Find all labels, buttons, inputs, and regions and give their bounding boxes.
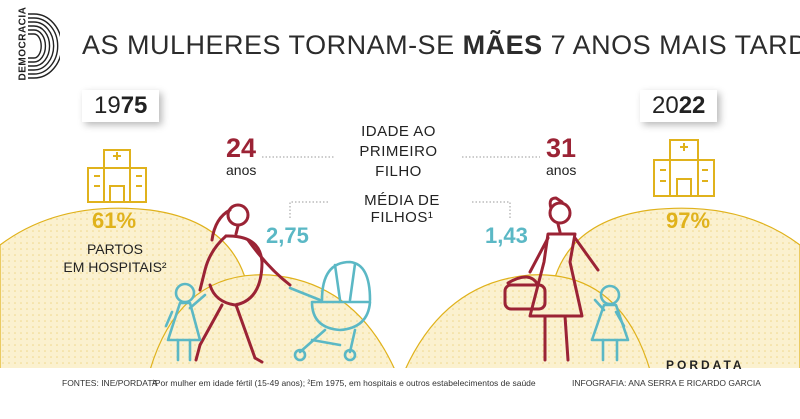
hospital-right-value: 97% <box>666 208 711 233</box>
age-right-unit: anos <box>546 162 577 178</box>
age-left-unit: anos <box>226 162 257 178</box>
footer-sources: FONTES: INE/PORDATA <box>62 378 158 388</box>
pordata-logo: PORDATA <box>666 358 745 372</box>
age-label-line2: PRIMEIRO FILHO <box>359 143 438 180</box>
year-left-suffix: 75 <box>120 92 148 119</box>
footer-credits: INFOGRAFIA: ANA SERRA E RICARDO GARCIA <box>572 378 761 388</box>
hospital-label-line2: EM HOSPITAIS² <box>63 259 167 275</box>
hospital-icon-left <box>87 149 147 203</box>
footer-notes: ¹Por mulher em idade fértil (15-49 anos)… <box>152 378 536 388</box>
hospital-icon-right <box>653 139 715 197</box>
children-right-value: 1,43 <box>485 223 528 248</box>
children-left-value: 2,75 <box>266 223 309 248</box>
mother-2022-icon <box>503 196 600 362</box>
age-label-line1: IDADE AO <box>361 123 436 140</box>
democracia-logo: DEMOCRACIA <box>12 6 60 81</box>
democracia-logo-text: DEMOCRACIA <box>17 6 29 81</box>
democracia-logo-icon <box>28 13 60 79</box>
right-hill-front <box>404 274 651 371</box>
year-right-prefix: 20 <box>652 92 679 119</box>
title-post: 7 ANOS MAIS TARDE <box>542 30 800 60</box>
hospital-label-line1: PARTOS <box>86 241 144 257</box>
year-badge-right: 2022 <box>640 90 718 122</box>
page-title: AS MULHERES TORNAM-SE MÃES 7 ANOS MAIS T… <box>82 30 800 61</box>
hospital-left-value: 61% <box>92 208 137 233</box>
age-right-value: 31 <box>546 133 577 163</box>
title-highlight: MÃES <box>462 30 543 60</box>
age-left-value: 24 <box>226 133 257 163</box>
stroller-icon <box>288 260 372 362</box>
year-left-prefix: 19 <box>94 92 121 119</box>
children-label: MÉDIA DE FILHOS¹ <box>364 192 440 226</box>
title-pre: AS MULHERES TORNAM-SE <box>82 30 463 60</box>
child-2022-icon <box>590 284 630 362</box>
age-label: IDADE AO PRIMEIRO FILHO <box>335 122 462 182</box>
mother-1975-icon <box>194 203 292 364</box>
child-1975-icon <box>164 282 207 362</box>
children-connector <box>289 201 511 218</box>
hospital-label: PARTOS EM HOSPITAIS² <box>56 240 174 276</box>
year-right-suffix: 22 <box>678 92 706 119</box>
year-badge-left: 1975 <box>82 90 160 122</box>
